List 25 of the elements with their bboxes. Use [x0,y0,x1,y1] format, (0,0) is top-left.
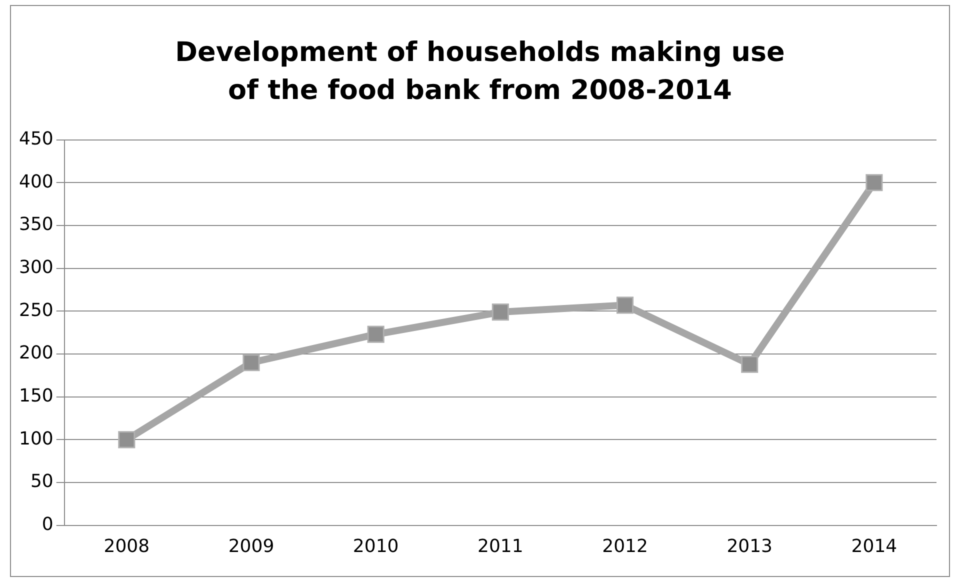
y-tick-label: 100 [18,428,54,450]
point [866,174,883,192]
point [118,431,136,448]
y-tick-label: 150 [18,386,54,407]
chart-title: Development of households making use of the food bank from 2008-2014 [174,36,786,108]
x-tick-label: 2010 [352,536,399,557]
x-tick-label: 2009 [228,536,274,557]
point [242,354,260,372]
x-tick-label: 2014 [851,536,898,557]
x-tick-label: 2012 [602,536,648,557]
point [492,304,509,321]
y-tick-label: 50 [30,471,54,492]
y-tick-label: 250 [18,300,54,321]
x-tick-label: 2013 [726,536,773,557]
x-tick-label: 2011 [478,536,524,557]
point [616,296,634,314]
y-tick-label: 450 [18,128,54,150]
point [367,326,384,343]
y-tick-label: 400 [18,171,54,192]
y-tick-label: 300 [18,257,54,278]
y-tick-label: 200 [18,342,54,364]
x-tick-label: 2008 [104,536,150,557]
y-tick-label: 350 [18,214,54,236]
point [741,356,758,373]
y-tick-label: 0 [42,514,54,536]
